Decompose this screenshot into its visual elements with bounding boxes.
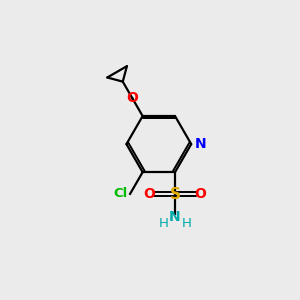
Text: O: O bbox=[126, 91, 138, 105]
Text: H: H bbox=[159, 217, 169, 230]
Text: S: S bbox=[169, 187, 181, 202]
Text: H: H bbox=[181, 217, 191, 230]
Text: N: N bbox=[195, 137, 206, 151]
Text: O: O bbox=[195, 187, 207, 201]
Text: N: N bbox=[169, 210, 181, 224]
Text: O: O bbox=[143, 187, 155, 201]
Text: Cl: Cl bbox=[113, 187, 128, 200]
